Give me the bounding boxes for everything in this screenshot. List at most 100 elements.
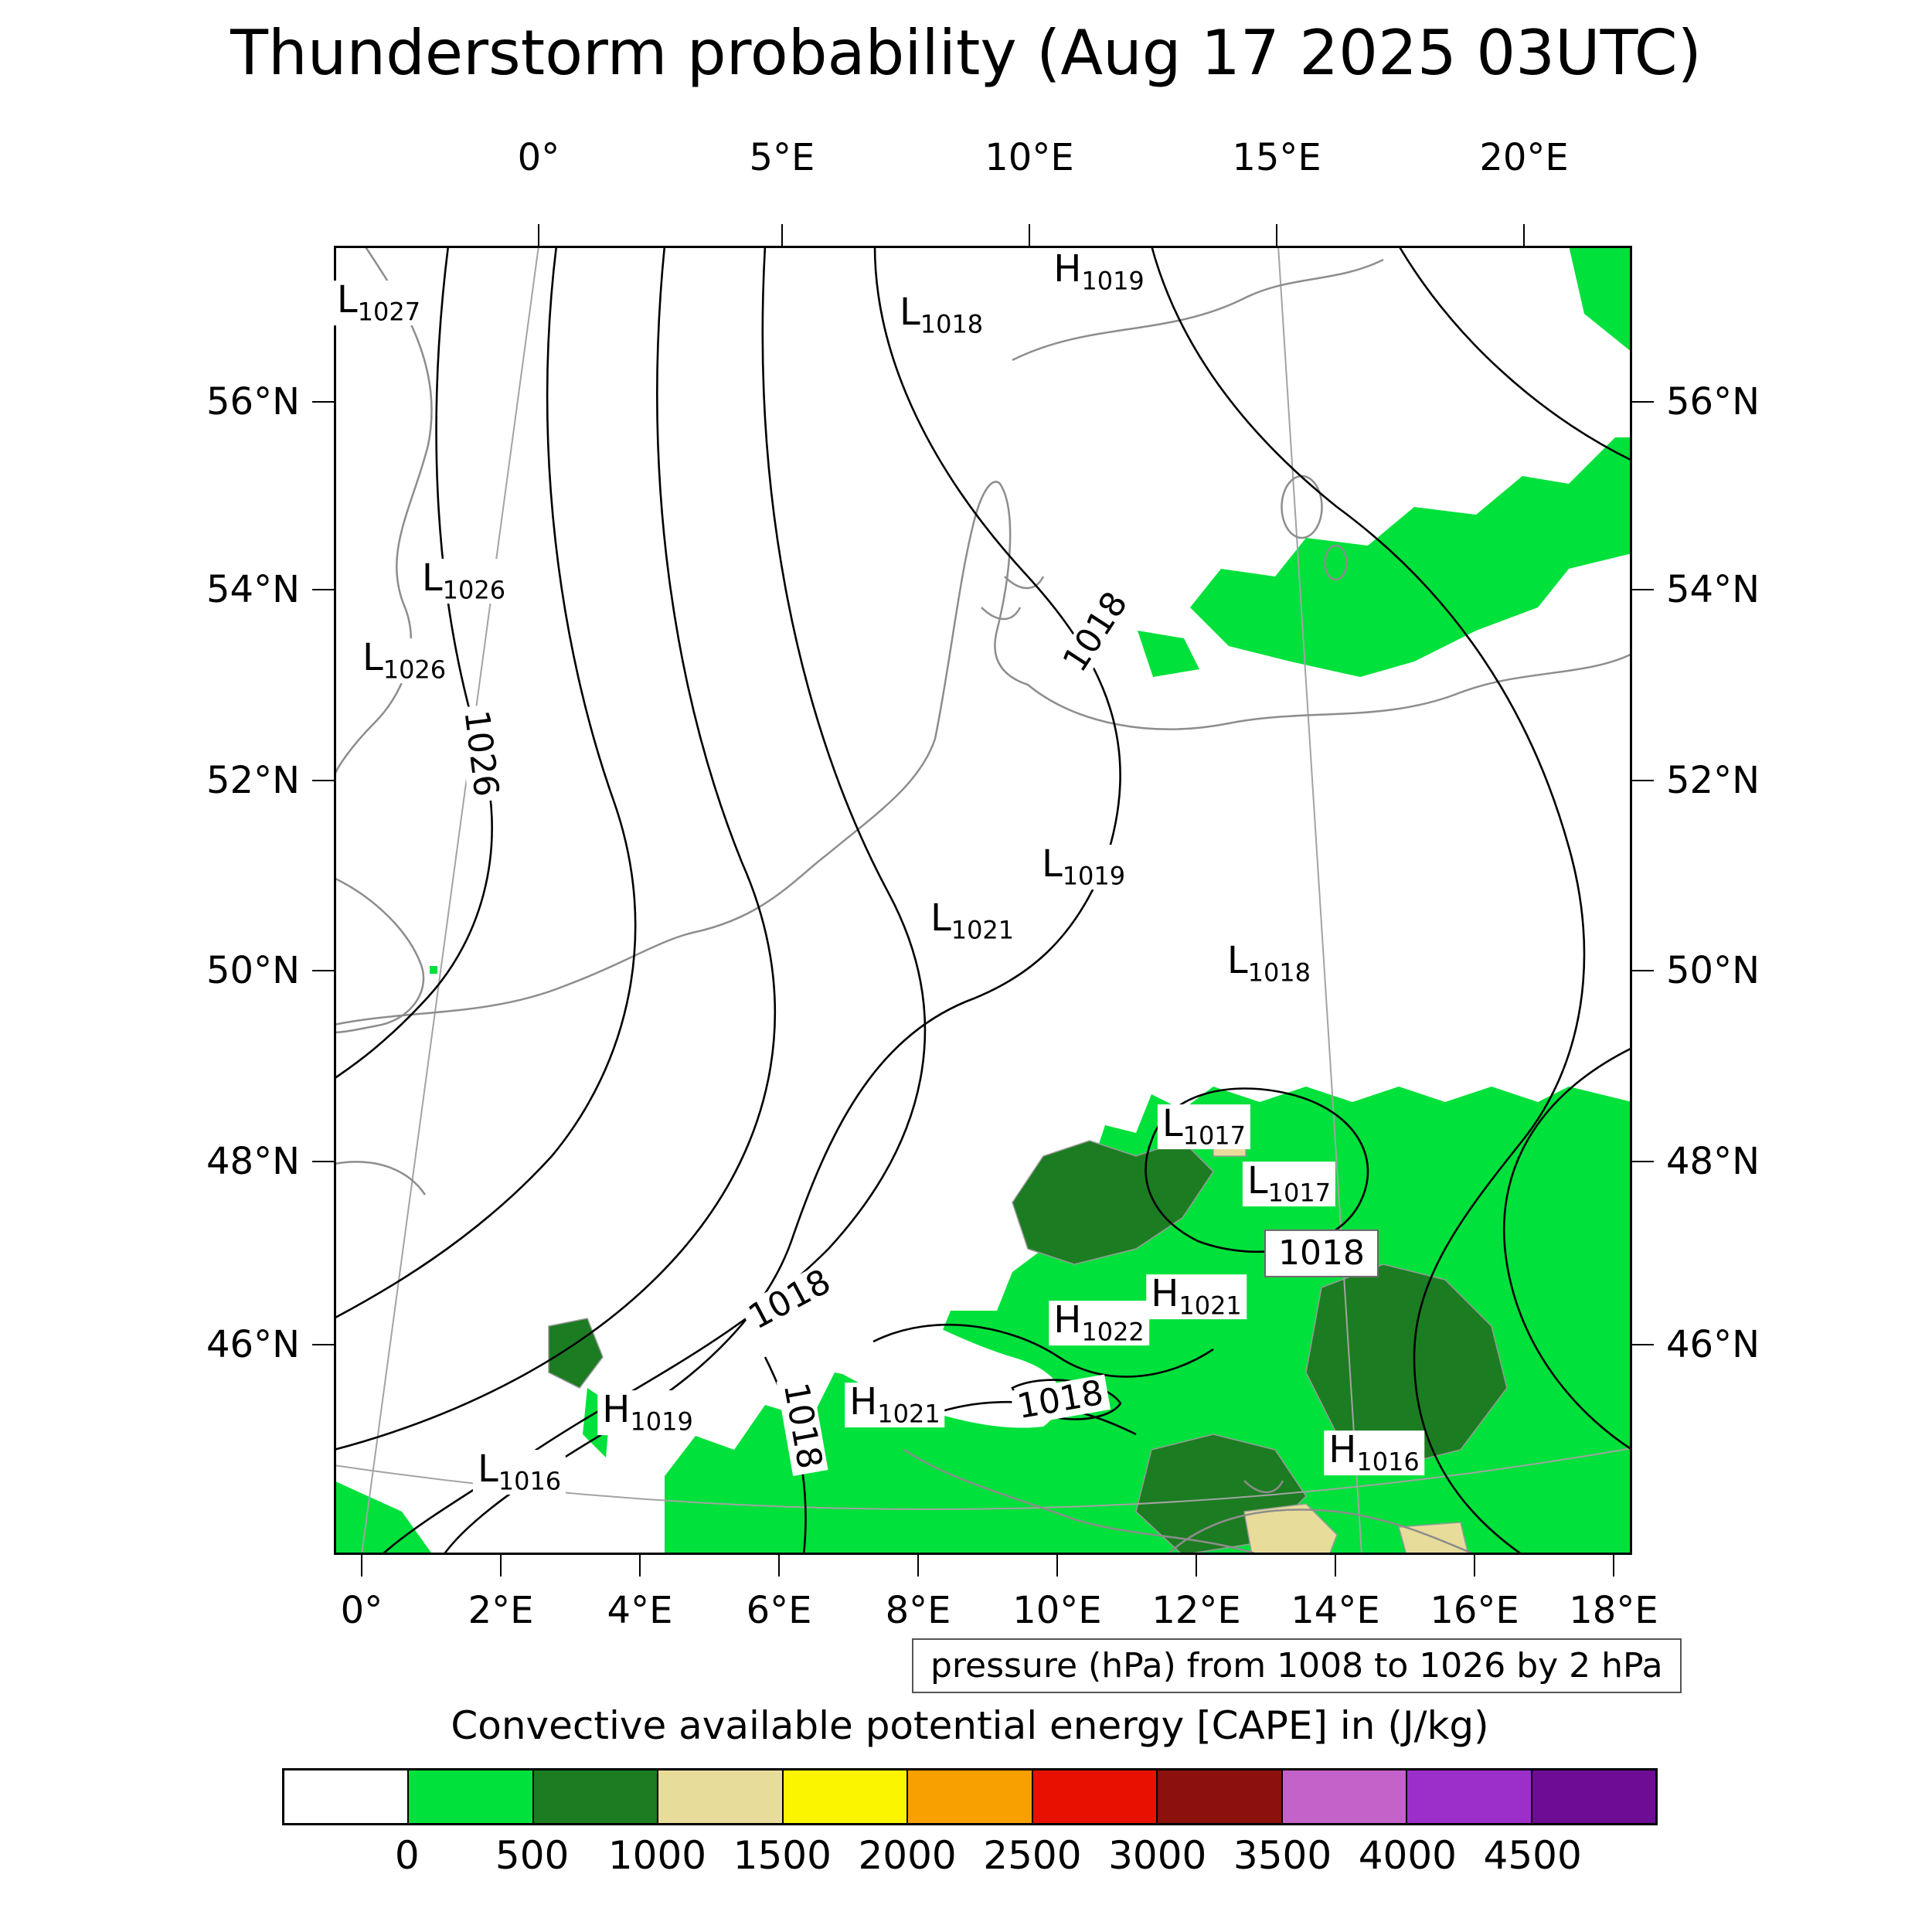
pressure-center-letter: L [362, 636, 383, 680]
top-tick-mark [1276, 224, 1278, 246]
colorbar-tick-label: 500 [495, 1833, 570, 1878]
pressure-center-value: 1026 [383, 655, 447, 685]
isobar-value-label: 1026 [456, 703, 506, 804]
left-tick-label: 56°N [206, 379, 300, 423]
pressure-center-value: 1018 [920, 309, 984, 339]
pressure-center-value: 1021 [1179, 1291, 1242, 1321]
isobar-1024 [334, 246, 637, 1320]
pressure-center-letter: L [899, 291, 920, 335]
right-tick-label: 50°N [1666, 948, 1760, 992]
pressure-center-letter: H [1053, 1298, 1082, 1342]
colorbar-tick-label: 0 [394, 1833, 420, 1878]
right-tick-label: 46°N [1666, 1322, 1760, 1366]
pressure-center-value: 1019 [1062, 861, 1126, 891]
isobar-value-label: 1018 [1264, 1229, 1379, 1278]
left-tick-label: 48°N [206, 1139, 300, 1183]
pressure-center-letter: L [1247, 1159, 1268, 1203]
colorbar-tick-label: 4500 [1483, 1833, 1582, 1878]
coastline-istria [1243, 1480, 1284, 1494]
pressure-center-letter: L [421, 556, 443, 600]
coastline-adriatic [1166, 1509, 1477, 1555]
axis-left-latitude: 56°N 54°N 52°N 50°N 48°N 46°N [178, 246, 334, 1555]
right-tick-mark [1632, 589, 1654, 590]
cape-dark-region-4 [548, 1318, 604, 1389]
pressure-center-value: 1018 [1247, 957, 1311, 988]
left-tick-mark [312, 779, 334, 781]
isobar-1017-closed-low [1145, 1087, 1369, 1253]
pressure-center-letter: H [849, 1380, 878, 1424]
bottom-tick-label: 4°E [607, 1589, 673, 1632]
alps-white-corridor [778, 1264, 1062, 1428]
right-tick-label: 54°N [1666, 568, 1760, 611]
top-tick-label: 10°E [985, 136, 1074, 179]
bottom-tick-mark [1334, 1555, 1336, 1577]
left-tick-label: 54°N [206, 568, 300, 611]
coastline-continent-north-sea [334, 481, 1632, 1026]
colorbar-tick-label: 1000 [607, 1833, 707, 1878]
bottom-tick-label: 10°E [1012, 1589, 1102, 1632]
colorbar-segment [1156, 1770, 1281, 1823]
isobar-right-lower [1503, 1046, 1632, 1451]
cape-speck [430, 966, 437, 974]
pressure-center-letter: L [1226, 939, 1248, 983]
right-tick-mark [1632, 779, 1654, 781]
colorbar-tick-label: 2500 [983, 1833, 1082, 1878]
colorbar-title: Convective available potential energy [C… [451, 1703, 1489, 1748]
coastline-liguria-po [903, 1448, 1260, 1555]
low-pressure-label: L1017 [1157, 1104, 1251, 1151]
pressure-center-value: 1019 [630, 1406, 693, 1437]
pressure-caption: pressure (hPa) from 1008 to 1026 by 2 hP… [912, 1638, 1682, 1693]
left-tick-mark [312, 1160, 334, 1162]
colorbar-segment [781, 1770, 907, 1823]
pressure-center-letter: H [1328, 1428, 1357, 1472]
bottom-tick-mark [1056, 1555, 1058, 1577]
cape-dark-region-1 [1012, 1140, 1214, 1265]
island-oland [1324, 544, 1348, 581]
pressure-center-letter: H [1151, 1272, 1179, 1316]
bottom-tick-label: 16°E [1430, 1589, 1519, 1632]
colorbar-segment [906, 1770, 1032, 1823]
coastline-channel [334, 1161, 427, 1196]
colorbar-tick-label: 2000 [858, 1833, 957, 1878]
coastline-britain-north [334, 246, 433, 778]
colorbar-segment [1530, 1770, 1655, 1823]
low-pressure-label: L1027 [332, 278, 426, 325]
colorbar-tick-label: 4000 [1358, 1833, 1457, 1878]
top-tick-label: 20°E [1479, 136, 1569, 179]
meridian-gridline-0e [361, 246, 539, 1555]
bottom-tick-mark [360, 1555, 362, 1577]
bottom-tick-mark [500, 1555, 502, 1577]
top-tick-label: 5°E [749, 136, 815, 179]
danish-islands-2 [981, 607, 1022, 621]
pressure-center-letter: L [477, 1447, 498, 1492]
pressure-center-letter: L [336, 278, 358, 322]
high-pressure-label: H1021 [845, 1383, 945, 1427]
isobar-value-label: 1018 [1009, 1373, 1111, 1427]
bottom-tick-mark [638, 1555, 641, 1577]
pressure-center-value: 1026 [442, 575, 506, 605]
meridian-gridline-15e [1277, 246, 1362, 1555]
bottom-tick-mark [1474, 1555, 1476, 1577]
cape-region-bottom-left [334, 1481, 433, 1555]
right-tick-label: 52°N [1666, 758, 1760, 802]
pressure-center-value: 1021 [877, 1399, 940, 1429]
bottom-tick-label: 14°E [1291, 1589, 1380, 1632]
axis-top-longitude: 0° 5°E 10°E 15°E 20°E [334, 136, 1632, 246]
pressure-center-letter: L [1041, 842, 1063, 886]
low-pressure-label: L1016 [472, 1447, 566, 1495]
pressure-center-value: 1017 [1182, 1121, 1247, 1151]
island-gotland [1281, 474, 1323, 539]
cape-dark-region-2 [1305, 1264, 1508, 1466]
cape-colorbar [282, 1768, 1658, 1825]
colorbar-tick-label: 1500 [733, 1833, 832, 1878]
colorbar-segment [532, 1770, 658, 1823]
colorbar-segment [1281, 1770, 1406, 1823]
top-tick-mark [537, 224, 539, 246]
bottom-tick-label: 8°E [885, 1589, 951, 1632]
high-pressure-label: H1022 [1049, 1301, 1149, 1345]
bottom-tick-label: 2°E [468, 1589, 534, 1632]
bottom-tick-mark [917, 1555, 919, 1577]
pressure-center-value: 1019 [1081, 266, 1145, 296]
cape-region-top-right [1569, 246, 1632, 352]
low-pressure-label: L1019 [1036, 842, 1131, 891]
